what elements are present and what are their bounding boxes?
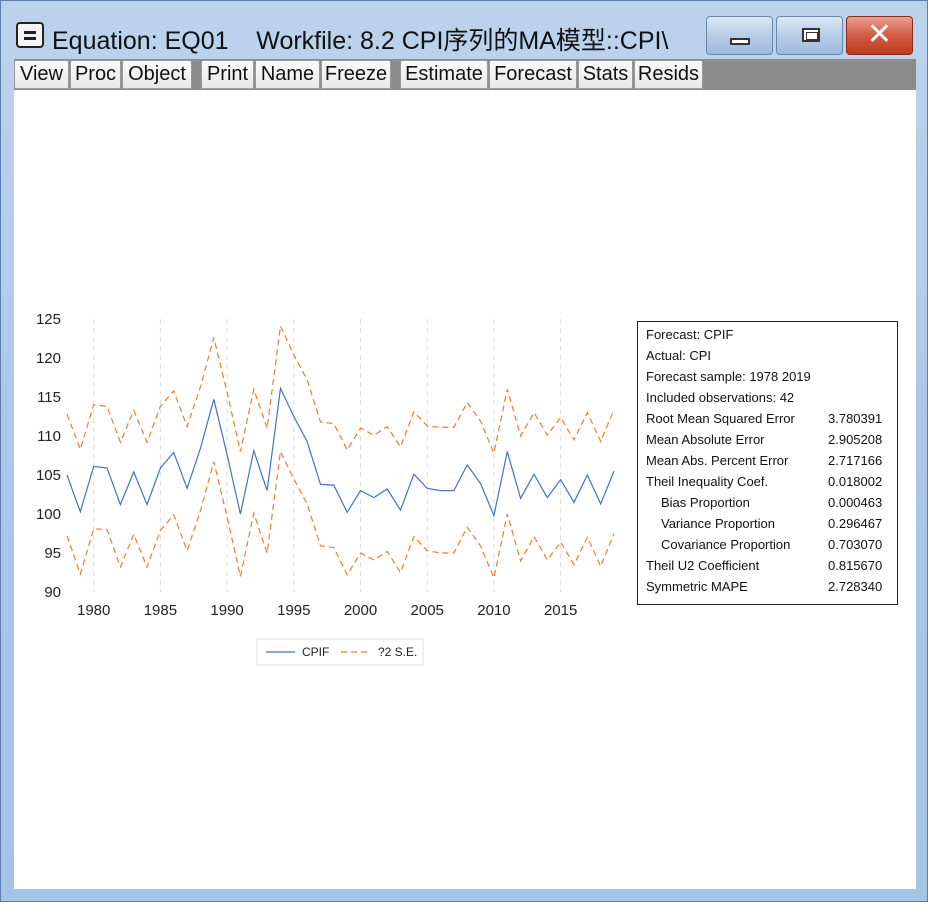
stats-label: Covariance Proportion xyxy=(661,537,791,552)
minimize-icon xyxy=(730,38,750,45)
stats-label: Theil U2 Coefficient xyxy=(646,558,760,573)
maximize-icon xyxy=(802,28,820,42)
stats-value: 0.000463 xyxy=(828,495,883,510)
stats-label: Bias Proportion xyxy=(661,495,750,510)
object-button[interactable]: Object xyxy=(122,60,192,89)
cpif-series-line xyxy=(66,386,615,518)
forecast-chart: 90 95 100 105 110 115 120 125 1980 1985 1990 1995 20… xyxy=(36,311,615,666)
stats-value: 2.728340 xyxy=(828,579,883,594)
stats-button[interactable]: Stats xyxy=(578,60,633,89)
stats-value: 0.018002 xyxy=(828,474,883,489)
y-tick-label: 125 xyxy=(36,311,61,328)
y-tick-label: 90 xyxy=(44,584,61,601)
stats-label: Actual: CPI xyxy=(646,348,712,363)
stats-value: 0.296467 xyxy=(828,516,883,531)
y-tick-label: 120 xyxy=(36,350,61,367)
y-tick-label: 95 xyxy=(44,545,61,562)
x-tick-label: 1985 xyxy=(144,602,177,619)
x-tick-label: 1980 xyxy=(77,602,110,619)
forecast-stats-box: Forecast: CPIF Actual: CPI Forecast samp… xyxy=(637,321,898,605)
stats-label: Mean Absolute Error xyxy=(646,432,765,447)
name-button[interactable]: Name xyxy=(255,60,320,89)
stats-label: Root Mean Squared Error xyxy=(646,411,795,426)
stats-label: Forecast sample: 1978 2019 xyxy=(646,369,811,384)
x-tick-label: 2000 xyxy=(344,602,377,619)
close-button[interactable]: ✕ xyxy=(846,16,913,55)
x-tick-label: 2005 xyxy=(411,602,444,619)
stats-label: Theil Inequality Coef. xyxy=(646,474,769,489)
stats-label: Mean Abs. Percent Error xyxy=(646,453,789,468)
stats-value: 2.717166 xyxy=(828,453,883,468)
upper-band-line xyxy=(66,323,615,456)
window-menu-icon[interactable] xyxy=(16,22,44,48)
print-button[interactable]: Print xyxy=(201,60,254,89)
minimize-button[interactable] xyxy=(706,16,773,55)
stats-value: 3.780391 xyxy=(828,411,883,426)
view-button[interactable]: View xyxy=(14,60,69,89)
maximize-button[interactable] xyxy=(776,16,843,55)
stats-label: Symmetric MAPE xyxy=(646,579,748,594)
x-tick-label: 1995 xyxy=(277,602,310,619)
x-tick-label: 2010 xyxy=(477,602,510,619)
forecast-button[interactable]: Forecast xyxy=(489,60,577,89)
close-icon: ✕ xyxy=(866,17,893,52)
y-tick-label: 105 xyxy=(36,467,61,484)
resids-button[interactable]: Resids xyxy=(634,60,703,89)
y-tick-label: 100 xyxy=(36,506,61,523)
freeze-button[interactable]: Freeze xyxy=(321,60,391,89)
title-bar[interactable]: Equation: EQ01 Workfile: 8.2 CPI序列的MA模型:… xyxy=(1,1,927,59)
proc-button[interactable]: Proc xyxy=(70,60,121,89)
estimate-button[interactable]: Estimate xyxy=(400,60,488,89)
stats-label: Variance Proportion xyxy=(661,516,775,531)
stats-value: 0.815670 xyxy=(828,558,883,573)
legend-cpif-label: CPIF xyxy=(302,645,329,659)
stats-value: 2.905208 xyxy=(828,432,883,447)
window-title: Equation: EQ01 Workfile: 8.2 CPI序列的MA模型:… xyxy=(52,27,669,55)
stats-label: Forecast: CPIF xyxy=(646,327,734,342)
toolbar: View Proc Object Print Name Freeze Estim… xyxy=(14,59,916,90)
forecast-view: 90 95 100 105 110 115 120 125 1980 1985 1990 1995 20… xyxy=(14,90,916,889)
stats-value: 0.703070 xyxy=(828,537,883,552)
lower-band-line xyxy=(66,449,615,581)
stats-label: Included observations: 42 xyxy=(646,390,795,405)
y-tick-label: 110 xyxy=(37,428,61,445)
x-tick-label: 2015 xyxy=(544,602,577,619)
x-tick-label: 1990 xyxy=(210,602,243,619)
y-tick-label: 115 xyxy=(37,389,61,406)
legend-se-label: ?2 S.E. xyxy=(378,645,417,659)
